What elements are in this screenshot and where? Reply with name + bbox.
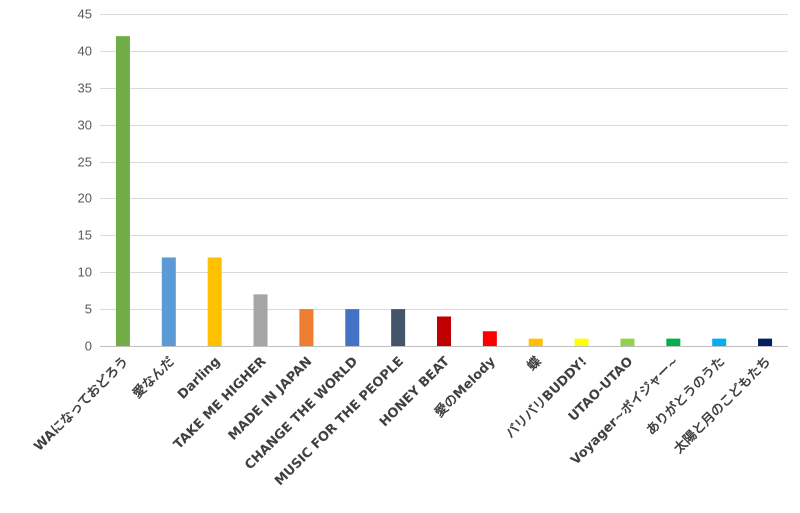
x-tick-label: MADE IN JAPAN [226,354,316,444]
bar [207,257,222,346]
x-tick-label: WAになっておどろう [32,354,132,454]
y-tick-label: 30 [78,118,92,133]
x-tick-label: バリバリBUDDY! [503,354,590,441]
bar [391,309,406,346]
bar [161,257,176,346]
y-tick-label: 25 [78,155,92,170]
bar [574,338,589,346]
bars [115,36,773,347]
bar [482,331,497,346]
y-tick-label: 5 [85,302,92,317]
x-tick-label: 愛なんだ [130,354,178,402]
y-tick-label: 20 [78,191,92,206]
bar [712,338,727,346]
bar [758,338,773,346]
bar [299,309,314,346]
y-tick-label: 0 [85,339,92,354]
y-tick-label: 10 [78,265,92,280]
bar [437,316,451,346]
y-tick-label: 35 [78,81,92,96]
gridlines [100,14,788,347]
bar [253,294,268,346]
bar [666,338,681,346]
bar [115,36,130,347]
bar [345,309,360,346]
y-tick-label: 45 [78,7,92,22]
y-tick-label: 15 [78,228,92,243]
y-tick-label: 40 [78,44,92,59]
x-tick-label: 蝶 [524,353,545,374]
y-axis-ticks: 0 5 10 15 20 25 30 35 40 45 [78,7,92,354]
x-tick-label: ありがとうのうた [643,354,728,439]
bar [620,338,635,346]
bar [528,338,543,346]
